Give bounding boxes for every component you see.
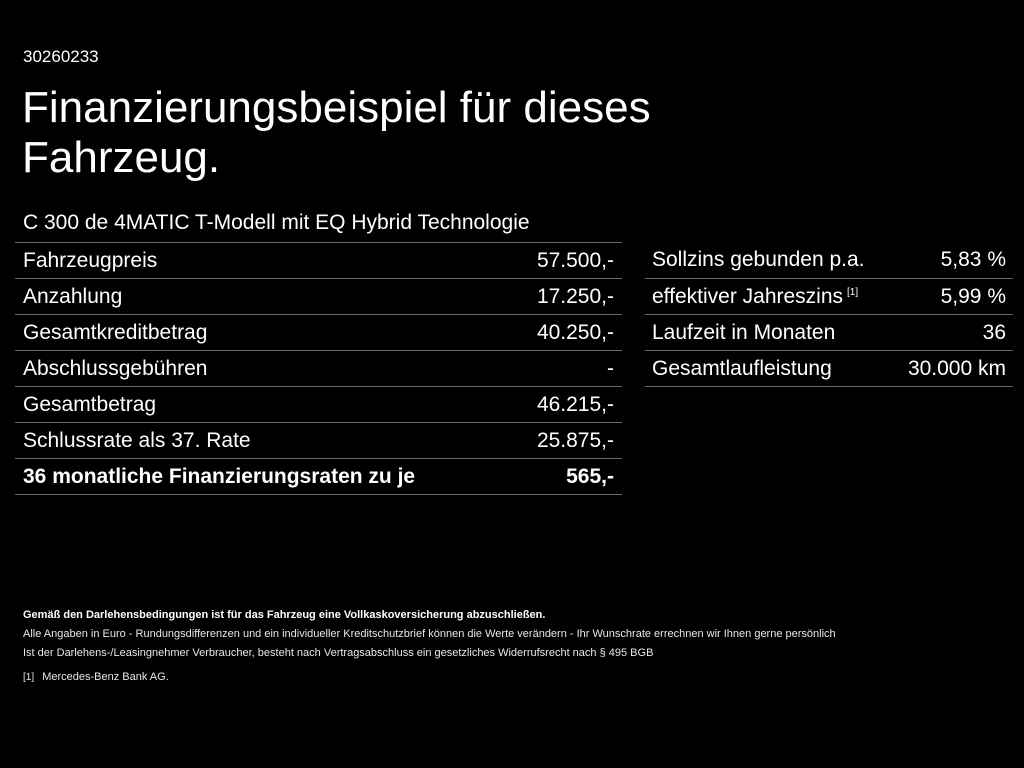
table-row: Gesamtkreditbetrag 40.250,- — [15, 315, 622, 351]
table-row: Gesamtbetrag 46.215,- — [15, 387, 622, 423]
row-label: Gesamtbetrag — [23, 392, 157, 416]
row-value: 46.215,- — [536, 392, 614, 416]
row-value: 25.875,- — [536, 428, 614, 452]
row-value: 40.250,- — [536, 320, 614, 344]
row-value: 57.500,- — [536, 248, 614, 272]
row-label-wrap: effektiver Jahreszins [1] — [652, 285, 858, 309]
footnote-mark: [1] — [23, 672, 35, 683]
footnote-reference: [1] — [847, 286, 859, 298]
footnote-text: Mercedes-Benz Bank AG. — [42, 671, 169, 683]
reference-id: 30260233 — [23, 47, 99, 66]
withdrawal-note: Ist der Darlehens-/Leasingnehmer Verbrau… — [23, 647, 654, 659]
table-row: Gesamtlaufleistung 30.000 km — [645, 351, 1013, 387]
row-label: Gesamtkreditbetrag — [23, 320, 208, 344]
row-value: 5,83 % — [940, 248, 1006, 271]
row-label: Schlussrate als 37. Rate — [23, 428, 251, 452]
vehicle-model: C 300 de 4MATIC T-Modell mit EQ Hybrid T… — [23, 211, 530, 234]
row-label: effektiver Jahreszins — [652, 284, 844, 308]
row-value: 30.000 km — [907, 356, 1006, 380]
table-row: Anzahlung 17.250,- — [15, 279, 622, 315]
row-label: Gesamtlaufleistung — [652, 356, 832, 380]
page-title: Finanzierungsbeispiel für dieses Fahrzeu… — [22, 83, 651, 182]
row-value: 36 — [982, 320, 1006, 344]
table-row: effektiver Jahreszins [1] 5,99 % — [645, 279, 1013, 315]
row-label: Fahrzeugpreis — [23, 248, 158, 272]
row-label: Sollzins gebunden p.a. — [652, 248, 865, 271]
row-label: Abschlussgebühren — [23, 356, 208, 380]
footnote: [1] Mercedes-Benz Bank AG. — [23, 668, 836, 687]
interest-terms-table: Sollzins gebunden p.a. 5,83 % effektiver… — [645, 242, 1013, 387]
monthly-rate-row: 36 monatliche Finanzierungsraten zu je 5… — [15, 459, 622, 495]
row-value: - — [607, 356, 614, 380]
euro-note: Alle Angaben in Euro - Rundungsdifferenz… — [23, 628, 836, 640]
row-label: 36 monatliche Finanzierungsraten zu je — [23, 464, 416, 488]
table-row: Abschlussgebühren - — [15, 351, 622, 387]
table-row: Schlussrate als 37. Rate 25.875,- — [15, 423, 622, 459]
table-row: Laufzeit in Monaten 36 — [645, 315, 1013, 351]
monthly-rate-value: 565,- — [566, 464, 614, 488]
financing-details-table: Fahrzeugpreis 57.500,- Anzahlung 17.250,… — [15, 242, 622, 495]
row-label: Anzahlung — [23, 284, 123, 308]
insurance-note: Gemäß den Darlehensbedingungen ist für d… — [23, 609, 546, 621]
row-value: 17.250,- — [536, 284, 614, 308]
row-label: Laufzeit in Monaten — [652, 320, 836, 344]
row-value: 5,99 % — [940, 284, 1006, 308]
table-row: Fahrzeugpreis 57.500,- — [15, 242, 622, 279]
legal-footer: Gemäß den Darlehensbedingungen ist für d… — [23, 606, 836, 687]
table-row: Sollzins gebunden p.a. 5,83 % — [645, 242, 1013, 279]
